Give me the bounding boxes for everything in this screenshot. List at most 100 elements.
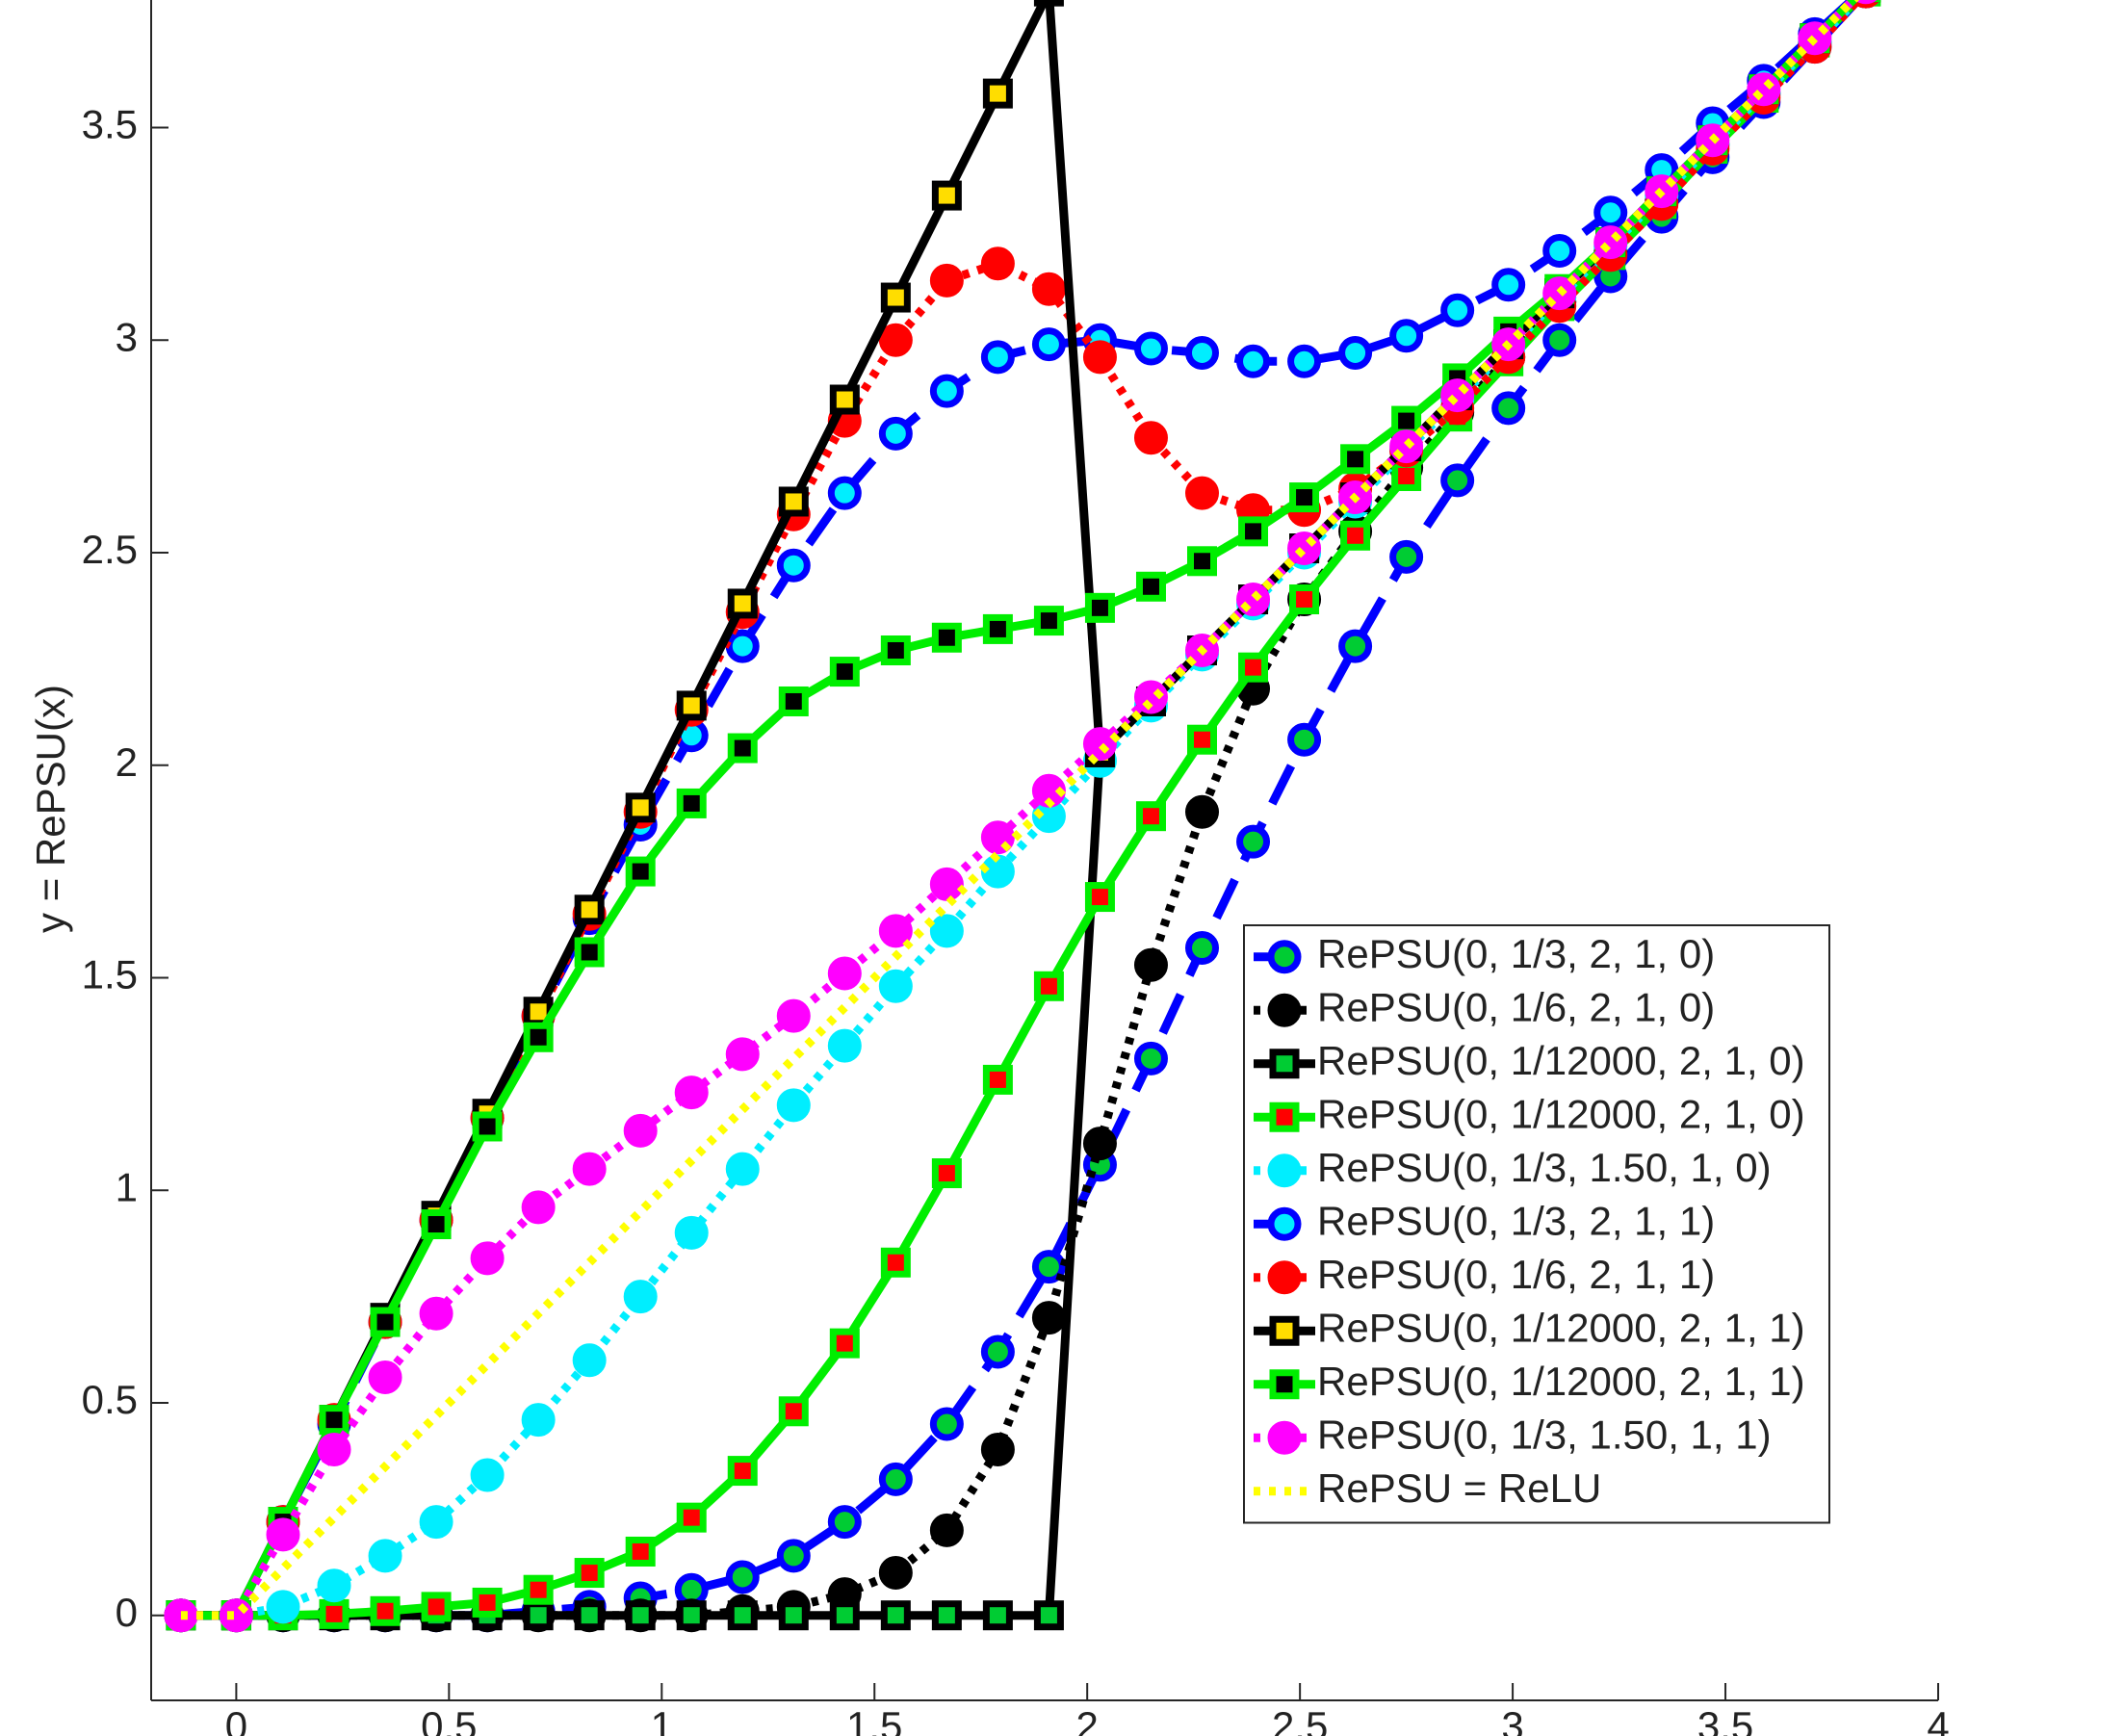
- marker: [1593, 225, 1628, 260]
- marker: [778, 486, 809, 517]
- marker: [1340, 520, 1371, 551]
- marker: [727, 1456, 758, 1487]
- x-tick-label: 0: [225, 1703, 247, 1736]
- marker: [931, 1600, 962, 1631]
- marker: [623, 1113, 658, 1148]
- marker: [776, 1088, 811, 1123]
- marker: [625, 856, 656, 887]
- marker: [725, 1037, 760, 1072]
- marker: [980, 1433, 1015, 1467]
- marker: [419, 1296, 453, 1331]
- marker: [1491, 268, 1526, 302]
- marker: [523, 1600, 554, 1631]
- marker: [521, 1190, 556, 1225]
- marker: [1440, 378, 1475, 413]
- marker: [725, 629, 760, 663]
- x-tick-label: 2.5: [1272, 1703, 1328, 1736]
- y-tick-label: 3.5: [82, 102, 138, 147]
- marker: [266, 1590, 300, 1624]
- marker: [1269, 1315, 1300, 1346]
- marker: [980, 854, 1015, 889]
- marker: [368, 1360, 402, 1394]
- marker: [878, 969, 913, 1003]
- marker: [1267, 940, 1302, 974]
- marker: [1187, 546, 1218, 577]
- marker: [776, 1539, 811, 1573]
- marker: [1287, 722, 1322, 757]
- marker: [929, 914, 964, 948]
- marker: [931, 1158, 962, 1189]
- marker: [1185, 931, 1220, 966]
- marker: [878, 914, 913, 948]
- marker: [1747, 72, 1781, 107]
- marker: [931, 622, 962, 653]
- marker: [1033, 0, 1064, 7]
- marker: [878, 1556, 913, 1591]
- marker: [1340, 444, 1371, 475]
- marker: [1338, 335, 1373, 370]
- marker: [880, 635, 911, 665]
- marker: [1391, 405, 1422, 436]
- marker: [1031, 1301, 1066, 1335]
- marker: [676, 1502, 707, 1533]
- marker: [625, 1600, 656, 1631]
- marker: [523, 1022, 554, 1052]
- legend-label: RePSU(0, 1/3, 1.50, 1, 1): [1317, 1412, 1772, 1457]
- y-tick-label: 3: [116, 314, 138, 359]
- marker: [1084, 592, 1115, 623]
- marker: [1542, 233, 1577, 268]
- marker: [1133, 421, 1168, 455]
- marker: [266, 1517, 300, 1552]
- marker: [980, 340, 1015, 375]
- marker: [1287, 344, 1322, 378]
- marker: [1440, 463, 1475, 498]
- marker: [980, 1334, 1015, 1369]
- series-line: [180, 0, 1859, 1620]
- marker: [572, 1343, 607, 1378]
- legend-label: RePSU(0, 1/12000, 2, 1, 1): [1317, 1305, 1805, 1350]
- marker: [1338, 629, 1373, 663]
- legend-label: RePSU(0, 1/12000, 2, 1, 1): [1317, 1359, 1805, 1404]
- marker: [1267, 1420, 1302, 1455]
- series-line: [180, 0, 1859, 1620]
- marker: [1267, 993, 1302, 1027]
- marker: [319, 1405, 350, 1436]
- marker: [219, 1598, 253, 1633]
- y-tick-label: 1.5: [82, 952, 138, 998]
- marker: [1287, 531, 1322, 566]
- marker: [572, 1152, 607, 1186]
- marker: [370, 1307, 401, 1337]
- marker: [317, 1433, 351, 1467]
- marker: [676, 788, 707, 818]
- marker: [574, 894, 605, 925]
- marker: [574, 1600, 605, 1631]
- marker: [1082, 727, 1117, 762]
- marker: [1269, 1101, 1300, 1132]
- marker: [1289, 584, 1320, 615]
- marker: [1133, 947, 1168, 982]
- marker: [982, 613, 1013, 644]
- x-tick-label: 1.5: [846, 1703, 902, 1736]
- marker: [929, 263, 964, 298]
- marker: [1033, 606, 1064, 636]
- marker: [1033, 1600, 1064, 1631]
- y-tick-label: 2: [116, 739, 138, 785]
- marker: [827, 956, 862, 991]
- marker: [727, 1600, 758, 1631]
- legend-box: [1243, 924, 1830, 1524]
- y-tick-label: 0.5: [82, 1377, 138, 1422]
- marker: [676, 1600, 707, 1631]
- legend-label: RePSU = ReLU: [1317, 1465, 1601, 1511]
- marker: [1269, 1369, 1300, 1400]
- marker: [574, 937, 605, 968]
- marker: [1084, 882, 1115, 913]
- marker: [470, 1458, 505, 1492]
- marker: [674, 1215, 709, 1250]
- x-tick-label: 0.5: [421, 1703, 477, 1736]
- marker: [1135, 571, 1166, 602]
- legend-label: RePSU(0, 1/3, 2, 1, 1): [1317, 1198, 1715, 1243]
- legend-label: RePSU(0, 1/12000, 2, 1, 0): [1317, 1038, 1805, 1083]
- marker: [1593, 195, 1628, 230]
- marker: [880, 1247, 911, 1278]
- x-tick-label: 3: [1501, 1703, 1523, 1736]
